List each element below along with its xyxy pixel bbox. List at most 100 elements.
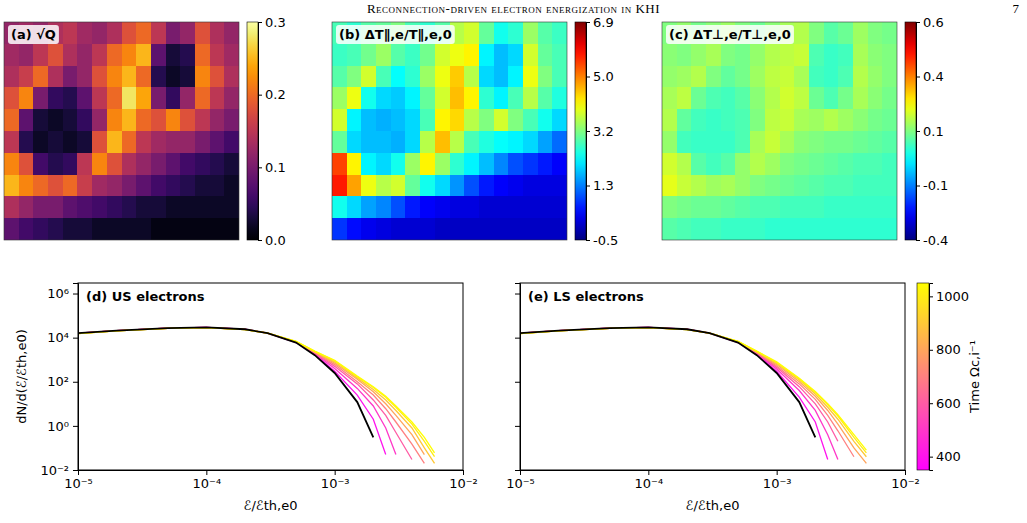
- heatmap-cell: [794, 131, 809, 153]
- heatmap-cell: [838, 109, 853, 131]
- heatmap-cell: [538, 87, 553, 109]
- heatmap-cell: [464, 66, 479, 88]
- heatmap-cell: [735, 196, 750, 218]
- heatmap-cell: [224, 131, 239, 153]
- heatmap-cell: [794, 87, 809, 109]
- heatmap-cell: [405, 131, 420, 153]
- heatmap-cell: [77, 218, 92, 240]
- y-axis-tick-mark: [515, 338, 520, 339]
- time-colorbar: [917, 283, 929, 470]
- heatmap-cell: [508, 22, 523, 44]
- colorbar-axis-tick: 0.1: [916, 124, 944, 139]
- y-axis-tick-mark: [73, 470, 78, 471]
- x-axis-tick: 10⁻³: [763, 470, 792, 491]
- heatmap-cell: [523, 153, 538, 175]
- heatmap-cell: [435, 44, 450, 66]
- heatmap-cell: [180, 44, 195, 66]
- heatmap-cell: [868, 153, 883, 175]
- heatmap-cell: [838, 218, 853, 240]
- y-axis-tick-label: 10⁶: [47, 286, 69, 301]
- heatmap-cell: [780, 131, 795, 153]
- time-colorbar-axis-tick-mark: [929, 457, 933, 458]
- colorbar: [247, 22, 258, 240]
- y-axis-tick-label: 10⁴: [47, 330, 69, 345]
- heatmap-cell: [538, 175, 553, 197]
- colorbar-axis-tick-mark: [258, 167, 262, 168]
- x-axis-title: ℰ/ℰth,e0: [686, 498, 740, 513]
- heatmap-cell: [77, 44, 92, 66]
- heatmap-cell: [4, 218, 19, 240]
- heatmap-cell: [706, 87, 721, 109]
- heatmap-cell: [809, 153, 824, 175]
- heatmap-cell: [853, 22, 868, 44]
- heatmap-cell: [77, 109, 92, 131]
- colorbar-axis-tick-mark: [916, 131, 920, 132]
- time-colorbar-axis: 4006008001000: [929, 284, 969, 471]
- heatmap-cell: [224, 196, 239, 218]
- x-axis-tick-label: 10⁻²: [449, 476, 478, 491]
- heatmap-cell: [210, 131, 225, 153]
- heatmap-cell: [63, 87, 78, 109]
- colorbar-axis-tick: 0.0: [258, 233, 286, 248]
- heatmap-cell: [765, 44, 780, 66]
- heatmap-cell: [721, 44, 736, 66]
- heatmap-cell: [765, 66, 780, 88]
- heatmap-cell: [63, 44, 78, 66]
- heatmap-cell: [794, 44, 809, 66]
- heatmap-cell: [136, 218, 151, 240]
- heatmap-cell: [92, 22, 107, 44]
- heatmap-cell: [824, 131, 839, 153]
- heatmap-cell: [809, 218, 824, 240]
- heatmap-cell: [107, 218, 122, 240]
- heatmap-cell: [662, 44, 677, 66]
- time-colorbar-axis-tick-label: 1000: [936, 289, 969, 304]
- heatmap-cell: [33, 218, 48, 240]
- heatmap-cell: [435, 87, 450, 109]
- heatmap-cell: [780, 218, 795, 240]
- heatmap-cell: [838, 153, 853, 175]
- heatmap-cell: [4, 109, 19, 131]
- heatmap-cell: [361, 196, 376, 218]
- heatmap-cell: [180, 87, 195, 109]
- spectrum-line: [520, 328, 866, 450]
- time-colorbar-axis-tick-label: 600: [936, 396, 961, 411]
- x-axis-tick-mark: [335, 470, 336, 475]
- heatmap-cell: [494, 153, 509, 175]
- colorbar-axis-tick-label: 0.1: [923, 124, 944, 139]
- heatmap-cell: [552, 196, 567, 218]
- heatmap-cell: [33, 196, 48, 218]
- heatmap-cell: [882, 66, 897, 88]
- spectrum-line: [78, 327, 373, 437]
- heatmap-cell: [464, 44, 479, 66]
- heatmap-cell: [523, 109, 538, 131]
- heatmap-cell: [48, 196, 63, 218]
- heatmap-cell: [868, 196, 883, 218]
- heatmap-cell: [33, 66, 48, 88]
- spectrum-line: [78, 328, 412, 460]
- heatmap-cell: [33, 175, 48, 197]
- heatmap-cell: [224, 87, 239, 109]
- heatmap-cell: [107, 22, 122, 44]
- heatmap-cell: [376, 153, 391, 175]
- heatmap-cell: [735, 109, 750, 131]
- x-axis: 10⁻⁵10⁻⁴10⁻³10⁻²: [506, 470, 920, 491]
- spectrum-line: [520, 327, 815, 437]
- heatmap-cell: [166, 175, 181, 197]
- colorbar-axis-tick: 0.6: [916, 15, 944, 30]
- heatmap-cell: [765, 87, 780, 109]
- heatmap-cell: [122, 131, 137, 153]
- heatmap-cell: [151, 218, 166, 240]
- heatmap-cell: [838, 87, 853, 109]
- heatmap-cell: [882, 175, 897, 197]
- heatmap-cell: [691, 218, 706, 240]
- heatmap-cell: [19, 153, 34, 175]
- heatmap-cell: [19, 87, 34, 109]
- spectrum-line: [520, 328, 854, 457]
- colorbar-axis-tick-mark: [258, 95, 262, 96]
- heatmap-cell: [435, 153, 450, 175]
- colorbar-axis: 0.00.10.20.3: [258, 15, 286, 248]
- figure: Reconnection-driven electron energizatio…: [0, 0, 1027, 523]
- heatmap-cell: [691, 196, 706, 218]
- heatmap-cell: [750, 175, 765, 197]
- heatmap-cell: [706, 153, 721, 175]
